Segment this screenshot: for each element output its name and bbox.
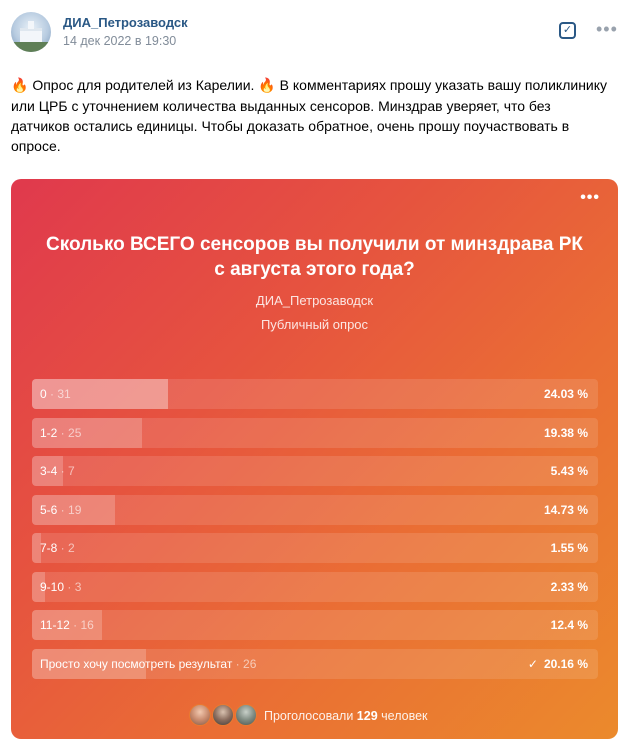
fire-icon: 🔥 xyxy=(258,78,276,94)
poll-option-bar xyxy=(32,610,103,640)
poll-option-percent: 12.4 % xyxy=(550,618,588,632)
poll-option-bar xyxy=(32,417,142,448)
poll-option-percent: 24.03 % xyxy=(543,387,588,401)
poll-option-bar xyxy=(32,494,116,525)
poll-option-label: 9-10 · 3 xyxy=(40,579,82,594)
poll-option-bar xyxy=(32,648,147,679)
poll-option-label: 7-8 · 2 xyxy=(40,541,75,555)
author-avatar[interactable] xyxy=(11,12,51,52)
poll-option-bar xyxy=(32,379,168,409)
post-text: 🔥 Опрос для родителей из Карелии. 🔥 В ко… xyxy=(11,75,611,156)
voter-avatar xyxy=(189,704,211,726)
poll-option-bar xyxy=(32,456,63,486)
poll-option[interactable]: Просто хочу посмотреть результат · 26 ✓ 20… xyxy=(32,648,598,679)
checkbox-icon[interactable]: ✓ xyxy=(559,22,576,39)
poll-option[interactable]: 0 · 31 24.03 % xyxy=(32,379,598,409)
poll-option[interactable]: 1-2 · 25 19.38 % xyxy=(32,417,598,448)
poll-question: Сколько ВСЕГО сенсоров вы получили от ми… xyxy=(45,234,583,280)
checkmark-icon: ✓ xyxy=(527,656,538,671)
poll-option-percent: 14.73 % xyxy=(543,502,588,517)
poll-options: 0 · 31 24.03 % 1-2 · 25 19.38 % 3-4 · 7 5.43 … xyxy=(32,379,598,687)
poll-option-label: Просто хочу посмотреть результат · 26 xyxy=(40,656,257,671)
poll-more-icon[interactable]: ••• xyxy=(580,189,600,206)
poll-owner[interactable]: ДИА_Петрозаводск xyxy=(255,293,374,308)
more-options-icon[interactable]: ••• xyxy=(596,19,618,39)
building-icon xyxy=(20,21,42,43)
poll-option-count: 26 xyxy=(243,656,257,671)
poll-option-count: 3 xyxy=(74,579,82,594)
post-text-rest: В комментариях прошу указать вашу поликл… xyxy=(11,77,608,154)
poll-option-percent: ✓ 20.16 % xyxy=(527,656,588,671)
poll-voters[interactable]: Проголосовали 129 человек xyxy=(11,704,618,728)
poll-option-label: 5-6 · 19 xyxy=(40,502,82,517)
poll-option-label: 1-2 · 25 xyxy=(40,425,82,440)
poll-option[interactable]: 7-8 · 2 1.55 % xyxy=(32,533,598,563)
poll-option-percent: 19.38 % xyxy=(543,425,588,440)
poll-option-percent: 1.55 % xyxy=(550,541,588,555)
poll: ••• Сколько ВСЕГО сенсоров вы получили о… xyxy=(11,179,618,739)
poll-option-count: 7 xyxy=(68,464,75,478)
poll-option-label: 11-12 · 16 xyxy=(40,618,94,632)
voters-count-text: Проголосовали 129 человек xyxy=(264,709,428,723)
poll-option-count: 19 xyxy=(68,502,82,517)
poll-option-count: 25 xyxy=(68,425,82,440)
poll-option-label: 0 · 31 xyxy=(40,387,71,401)
poll-option-bar xyxy=(32,571,46,602)
poll-option-count: 16 xyxy=(80,618,94,632)
poll-option-count: 31 xyxy=(57,387,71,401)
poll-option-count: 2 xyxy=(68,541,75,555)
poll-option[interactable]: 11-12 · 16 12.4 % xyxy=(32,610,598,640)
author-name[interactable]: ДИА_Петрозаводск xyxy=(63,15,188,30)
poll-option-percent: 5.43 % xyxy=(550,464,588,478)
poll-option-percent: 2.33 % xyxy=(550,579,588,594)
poll-option-label: 3-4 · 7 xyxy=(40,464,75,478)
voter-avatar xyxy=(212,704,234,726)
poll-type: Публичный опрос xyxy=(260,317,369,332)
poll-option-bar xyxy=(32,533,41,563)
poll-option[interactable]: 3-4 · 7 5.43 % xyxy=(32,456,598,486)
voter-avatar xyxy=(235,704,257,726)
fire-icon: 🔥 xyxy=(11,78,29,94)
post-text-lead: Опрос для родителей из Карелии. xyxy=(32,77,255,93)
poll-option[interactable]: 9-10 · 3 2.33 % xyxy=(32,571,598,602)
poll-option[interactable]: 5-6 · 19 14.73 % xyxy=(32,494,598,525)
post-date[interactable]: 14 дек 2022 в 19:30 xyxy=(63,34,177,48)
